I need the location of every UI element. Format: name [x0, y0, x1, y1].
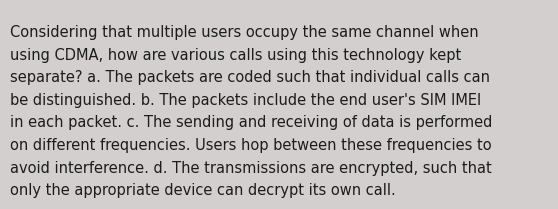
Text: be distinguished. b. The packets include the end user's SIM IMEI: be distinguished. b. The packets include… — [10, 93, 482, 108]
Text: separate? a. The packets are coded such that individual calls can: separate? a. The packets are coded such … — [10, 70, 490, 85]
Text: only the appropriate device can decrypt its own call.: only the appropriate device can decrypt … — [10, 183, 396, 198]
Text: in each packet. c. The sending and receiving of data is performed: in each packet. c. The sending and recei… — [10, 115, 492, 130]
Text: on different frequencies. Users hop between these frequencies to: on different frequencies. Users hop betw… — [10, 138, 492, 153]
Text: avoid interference. d. The transmissions are encrypted, such that: avoid interference. d. The transmissions… — [10, 161, 492, 176]
Text: using CDMA, how are various calls using this technology kept: using CDMA, how are various calls using … — [10, 48, 461, 63]
Text: Considering that multiple users occupy the same channel when: Considering that multiple users occupy t… — [10, 25, 479, 40]
